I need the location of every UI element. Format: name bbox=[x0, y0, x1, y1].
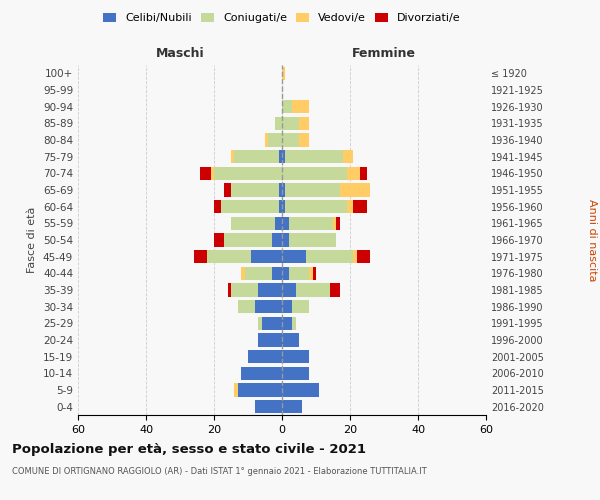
Bar bbox=[200, 166, 211, 180]
Bar bbox=[282, 366, 309, 380]
Bar bbox=[292, 316, 296, 330]
Bar bbox=[333, 216, 337, 230]
Bar bbox=[286, 150, 343, 164]
Bar bbox=[282, 150, 286, 164]
Bar bbox=[282, 284, 296, 296]
Bar bbox=[282, 266, 289, 280]
Bar bbox=[296, 284, 329, 296]
Bar bbox=[282, 116, 299, 130]
Bar bbox=[278, 150, 282, 164]
Text: Popolazione per età, sesso e stato civile - 2021: Popolazione per età, sesso e stato civil… bbox=[12, 442, 366, 456]
Bar bbox=[194, 250, 207, 264]
Bar bbox=[282, 66, 286, 80]
Bar bbox=[248, 350, 282, 364]
Bar bbox=[258, 334, 282, 346]
Bar bbox=[357, 250, 370, 264]
Bar bbox=[278, 184, 282, 196]
Bar bbox=[313, 266, 316, 280]
Bar bbox=[278, 200, 282, 213]
Bar bbox=[231, 216, 275, 230]
Bar bbox=[340, 184, 370, 196]
Bar bbox=[282, 350, 309, 364]
Bar bbox=[275, 116, 282, 130]
Bar bbox=[282, 216, 289, 230]
Bar bbox=[241, 366, 282, 380]
Bar bbox=[255, 400, 282, 413]
Bar bbox=[272, 234, 282, 246]
Bar bbox=[289, 234, 337, 246]
Bar bbox=[207, 250, 251, 264]
Bar bbox=[282, 100, 292, 114]
Text: COMUNE DI ORTIGNANO RAGGIOLO (AR) - Dati ISTAT 1° gennaio 2021 - Elaborazione TU: COMUNE DI ORTIGNANO RAGGIOLO (AR) - Dati… bbox=[12, 468, 427, 476]
Text: Anni di nascita: Anni di nascita bbox=[587, 198, 597, 281]
Bar bbox=[224, 234, 272, 246]
Bar bbox=[282, 250, 306, 264]
Y-axis label: Fasce di età: Fasce di età bbox=[28, 207, 37, 273]
Bar bbox=[292, 300, 309, 314]
Bar bbox=[235, 384, 238, 396]
Bar bbox=[286, 200, 347, 213]
Bar bbox=[299, 134, 309, 146]
Bar bbox=[282, 166, 347, 180]
Bar bbox=[241, 266, 245, 280]
Bar bbox=[227, 284, 231, 296]
Bar bbox=[258, 316, 262, 330]
Bar bbox=[289, 216, 333, 230]
Bar bbox=[299, 116, 309, 130]
Bar bbox=[258, 284, 282, 296]
Bar bbox=[214, 166, 282, 180]
Bar bbox=[245, 266, 272, 280]
Bar bbox=[231, 184, 278, 196]
Bar bbox=[231, 150, 235, 164]
Bar bbox=[347, 166, 360, 180]
Bar bbox=[214, 200, 221, 213]
Bar bbox=[275, 216, 282, 230]
Text: Maschi: Maschi bbox=[155, 47, 205, 60]
Bar bbox=[286, 184, 340, 196]
Bar bbox=[272, 266, 282, 280]
Bar bbox=[353, 250, 357, 264]
Bar bbox=[306, 250, 353, 264]
Text: Femmine: Femmine bbox=[352, 47, 416, 60]
Bar bbox=[360, 166, 367, 180]
Bar bbox=[268, 134, 282, 146]
Legend: Celibi/Nubili, Coniugati/e, Vedovi/e, Divorziati/e: Celibi/Nubili, Coniugati/e, Vedovi/e, Di… bbox=[99, 8, 465, 28]
Bar bbox=[262, 316, 282, 330]
Bar bbox=[282, 200, 286, 213]
Bar bbox=[353, 200, 367, 213]
Bar bbox=[238, 384, 282, 396]
Bar bbox=[282, 384, 319, 396]
Bar bbox=[282, 300, 292, 314]
Bar bbox=[282, 400, 302, 413]
Bar bbox=[282, 316, 292, 330]
Bar bbox=[231, 284, 258, 296]
Bar bbox=[211, 166, 214, 180]
Bar bbox=[282, 134, 299, 146]
Bar bbox=[343, 150, 353, 164]
Bar bbox=[251, 250, 282, 264]
Bar bbox=[289, 266, 309, 280]
Bar bbox=[224, 184, 231, 196]
Bar bbox=[282, 184, 286, 196]
Bar bbox=[337, 216, 340, 230]
Bar bbox=[282, 334, 299, 346]
Bar bbox=[347, 200, 353, 213]
Bar bbox=[238, 300, 255, 314]
Bar bbox=[282, 234, 289, 246]
Bar bbox=[329, 284, 340, 296]
Bar bbox=[214, 234, 224, 246]
Bar bbox=[255, 300, 282, 314]
Bar bbox=[221, 200, 278, 213]
Bar bbox=[265, 134, 268, 146]
Bar bbox=[235, 150, 278, 164]
Bar bbox=[292, 100, 309, 114]
Bar bbox=[309, 266, 313, 280]
